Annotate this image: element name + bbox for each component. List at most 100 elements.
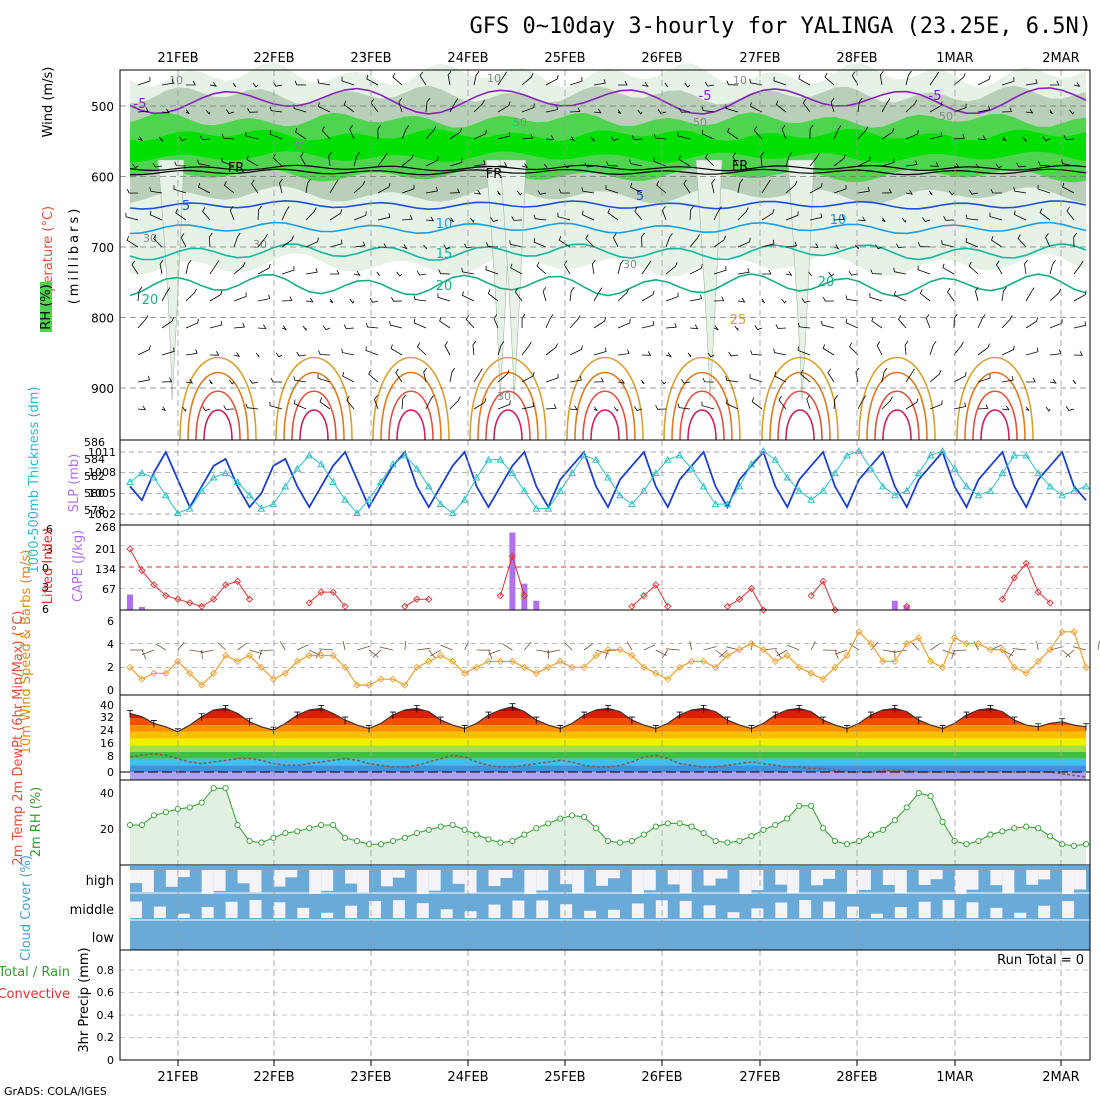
wind-barb [894, 291, 907, 302]
li-tick-label: 6 [42, 603, 49, 616]
wind-speed-point [986, 645, 995, 654]
cloud-gap-middle [679, 900, 692, 918]
wind-barb [545, 343, 558, 356]
wind-barb [737, 207, 749, 221]
wind-barb-10m [665, 648, 680, 651]
wind-barb [1025, 317, 1039, 329]
temp-minmax-bar [389, 711, 396, 720]
wind-barb [612, 233, 619, 248]
li-point [233, 577, 242, 585]
wind-barb [473, 398, 487, 410]
temp-diurnal-contour [283, 371, 345, 441]
temp-diurnal-contour [388, 390, 434, 441]
thickness-point [711, 500, 720, 508]
wind-barb [269, 106, 283, 113]
wind-speed-point [688, 657, 696, 666]
wind-speed-point [1046, 645, 1054, 654]
li-line [1001, 562, 1051, 604]
wind-barb [677, 131, 691, 140]
li-point [210, 595, 218, 603]
temp-band [130, 758, 1086, 766]
temp-contour-15 [129, 242, 1087, 261]
thickness-point [663, 455, 672, 463]
wind-barb [497, 101, 511, 113]
rh2m-point [497, 839, 504, 846]
wind-barb [246, 155, 259, 167]
li-point [496, 592, 505, 600]
li-point [1010, 574, 1018, 582]
wind-barb [905, 70, 912, 86]
wind-barb [353, 211, 367, 221]
cloud-gap-middle [297, 907, 310, 918]
wind-barb-10m [719, 649, 728, 658]
thickness-point [771, 455, 780, 463]
wind-barb [449, 158, 463, 167]
wind-barb [732, 152, 739, 167]
wind-barb [137, 76, 151, 86]
cloud-gap-high [560, 870, 573, 885]
rh2m-point [652, 823, 659, 830]
cloud-gap-high [751, 870, 764, 891]
thickness-point [604, 473, 612, 481]
rh2m-point [461, 826, 468, 833]
rh2m-point [616, 839, 624, 846]
wind-barb [1073, 260, 1084, 275]
wind-barb [953, 371, 967, 383]
wind-barb [1063, 135, 1075, 140]
wind-barb [302, 325, 307, 332]
wind-barb-10m [404, 640, 407, 651]
wind-barb [606, 161, 619, 167]
temp-minmax-bar [509, 703, 516, 711]
cloud-gap-middle [464, 911, 477, 918]
thickness-point [185, 504, 194, 512]
wind-barb [419, 71, 427, 86]
wind-barb [569, 136, 576, 142]
wind-barb [497, 369, 510, 383]
wind-barb [1025, 377, 1036, 383]
rh2m-panel: 40 20 2m RH (%) [29, 785, 1090, 865]
wind-barb-10m [258, 649, 262, 660]
rh2m-point [162, 809, 169, 816]
wind-barb [233, 262, 246, 275]
wind-barb [655, 405, 667, 410]
thickness-point [998, 469, 1007, 477]
wind-barb [929, 400, 943, 410]
wind-barb [343, 324, 355, 330]
wind-barb-10m [502, 643, 513, 651]
wind-speed-point [210, 669, 218, 677]
li-point [425, 595, 433, 603]
wind-barb [438, 269, 451, 275]
wind-barb [300, 152, 307, 167]
wind-barb [929, 71, 940, 86]
temp-minmax-bar [867, 711, 874, 720]
wind-barb [199, 135, 211, 141]
wind-barb [662, 206, 667, 221]
thickness-slp-panel: 586 584 582 580 578 1011 1008 1005 1002 1000-500m… [27, 386, 1090, 574]
rh-tongue [157, 159, 185, 401]
date-label-bottom: 2MAR [1042, 1070, 1079, 1085]
wind-barb [1050, 80, 1060, 86]
thickness-point [675, 451, 684, 459]
temp-diurnal-contour [469, 356, 547, 441]
wind-barb [175, 208, 187, 221]
wind-barb [401, 154, 414, 167]
rh2m-point [975, 837, 982, 845]
wind-speed-line [129, 630, 1087, 686]
wind-barb [449, 188, 461, 194]
wind-barb-10m [1008, 649, 1015, 659]
cloud-gap-high [1002, 870, 1015, 893]
li-point [520, 592, 528, 600]
wind-barb [473, 129, 487, 140]
wind-barb [152, 162, 163, 168]
contour-label: 10 [169, 74, 183, 87]
wind-barb [848, 270, 859, 276]
wind-barb [941, 240, 955, 248]
cloud-gap-high [201, 870, 214, 894]
wind-barb [904, 340, 909, 356]
cloud-gap-high [572, 870, 585, 893]
wind-barb [881, 127, 895, 140]
temp-minmax-bar [342, 716, 349, 725]
wind-barb [1001, 375, 1014, 383]
wind-barb [857, 126, 869, 140]
wind-barb [569, 405, 578, 411]
